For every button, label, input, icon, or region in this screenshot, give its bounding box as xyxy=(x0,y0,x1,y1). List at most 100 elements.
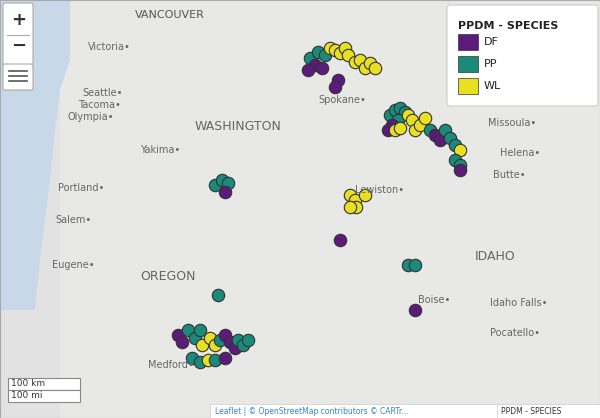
Point xyxy=(351,204,361,210)
Point xyxy=(210,357,220,363)
Point xyxy=(395,125,405,131)
Point xyxy=(220,354,230,361)
Point xyxy=(450,157,460,163)
Point xyxy=(410,307,420,314)
Point xyxy=(370,65,380,71)
Text: Boise•: Boise• xyxy=(418,295,451,305)
Point xyxy=(310,62,320,69)
Text: Kalispel: Kalispel xyxy=(498,68,536,78)
Point xyxy=(187,354,197,361)
Text: PPDM - SPECIES: PPDM - SPECIES xyxy=(458,21,559,31)
Point xyxy=(393,117,403,123)
Point xyxy=(238,342,248,348)
Bar xyxy=(497,404,600,418)
Text: 100 km: 100 km xyxy=(11,380,45,388)
Point xyxy=(195,326,205,333)
Point xyxy=(400,109,410,115)
Text: Lewiston•: Lewiston• xyxy=(355,185,404,195)
Text: Olympia•: Olympia• xyxy=(68,112,115,122)
Point xyxy=(303,66,313,73)
Point xyxy=(225,339,235,345)
FancyBboxPatch shape xyxy=(3,3,33,65)
Point xyxy=(183,326,193,333)
Bar xyxy=(458,56,478,72)
Point xyxy=(415,122,425,128)
Point xyxy=(350,59,360,65)
Point xyxy=(335,237,345,243)
Point xyxy=(390,127,400,133)
Point xyxy=(195,359,205,365)
Point xyxy=(365,60,375,66)
Point xyxy=(220,331,230,338)
Text: Helena•: Helena• xyxy=(500,148,540,158)
Point xyxy=(385,112,395,118)
Text: Idaho Falls•: Idaho Falls• xyxy=(490,298,548,308)
Point xyxy=(217,177,227,184)
Point xyxy=(213,292,223,298)
Text: +: + xyxy=(11,11,26,29)
Point xyxy=(317,65,327,71)
Point xyxy=(330,47,340,54)
Point xyxy=(455,167,465,173)
Point xyxy=(230,345,240,352)
Bar xyxy=(8,390,80,402)
Point xyxy=(210,342,220,348)
Point xyxy=(345,192,355,199)
Point xyxy=(420,115,430,121)
Point xyxy=(305,55,315,61)
Text: Great Fal: Great Fal xyxy=(530,88,574,98)
Point xyxy=(220,189,230,195)
Point xyxy=(343,52,353,59)
Point xyxy=(410,262,420,268)
Point xyxy=(313,48,323,55)
Text: PP: PP xyxy=(484,59,497,69)
Point xyxy=(203,357,213,363)
Point xyxy=(173,331,183,338)
Point xyxy=(243,336,253,343)
Text: DF: DF xyxy=(484,37,499,47)
Text: WASHINGTON: WASHINGTON xyxy=(195,120,282,133)
Text: WL: WL xyxy=(484,81,501,91)
Point xyxy=(205,335,215,342)
Point xyxy=(233,336,243,343)
Text: 100 mi: 100 mi xyxy=(11,392,43,400)
Point xyxy=(455,162,465,168)
Point xyxy=(440,127,450,133)
Text: Tacoma•: Tacoma• xyxy=(78,100,121,110)
Text: −: − xyxy=(11,37,26,55)
Point xyxy=(190,335,200,342)
Point xyxy=(395,104,405,111)
Text: Pocatello•: Pocatello• xyxy=(490,328,540,338)
Text: Portland•: Portland• xyxy=(58,183,104,193)
Point xyxy=(425,127,435,133)
Point xyxy=(320,52,330,59)
Point xyxy=(403,112,413,118)
Point xyxy=(403,262,413,268)
Text: Seattle•: Seattle• xyxy=(82,88,122,98)
Point xyxy=(210,182,220,189)
Text: Butte•: Butte• xyxy=(493,170,526,180)
Text: Missoula•: Missoula• xyxy=(488,118,536,128)
Point xyxy=(387,122,397,128)
Point xyxy=(360,192,370,199)
Bar xyxy=(210,404,600,418)
Text: Salem•: Salem• xyxy=(55,215,91,225)
Text: Spokane•: Spokane• xyxy=(318,95,366,105)
Point xyxy=(455,147,465,153)
Point xyxy=(197,342,207,348)
Bar xyxy=(458,78,478,94)
Text: IDAHO: IDAHO xyxy=(475,250,516,263)
Point xyxy=(355,57,365,64)
Point xyxy=(390,107,400,113)
Point xyxy=(215,336,225,343)
Point xyxy=(177,339,187,345)
Point xyxy=(445,135,455,141)
FancyBboxPatch shape xyxy=(3,64,33,90)
Point xyxy=(450,142,460,148)
Point xyxy=(330,84,340,90)
Point xyxy=(325,45,335,51)
Point xyxy=(430,132,440,138)
Point xyxy=(333,76,343,83)
FancyBboxPatch shape xyxy=(447,5,598,106)
Point xyxy=(340,45,350,51)
